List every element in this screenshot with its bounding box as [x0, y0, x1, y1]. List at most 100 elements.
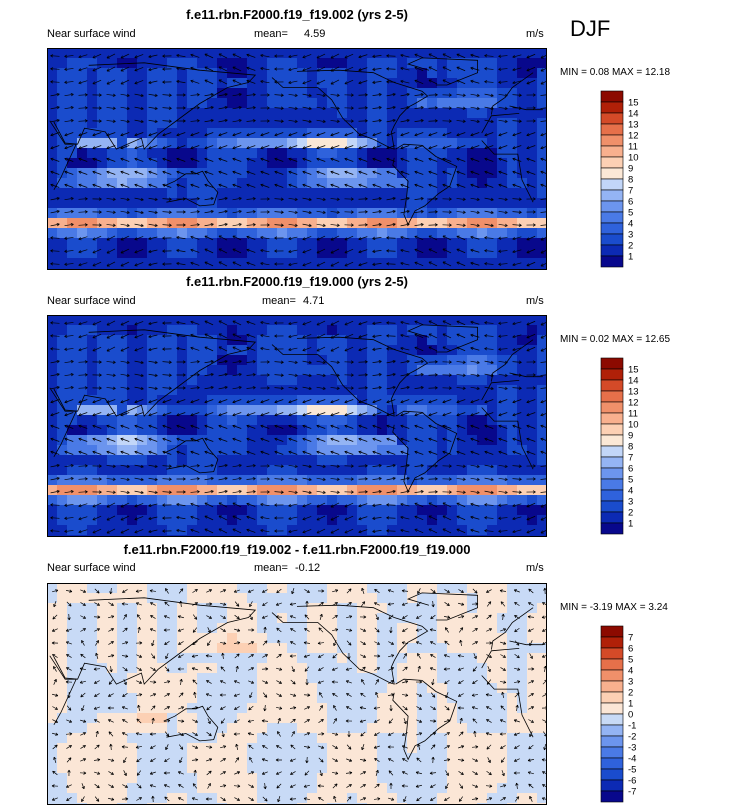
field-cell — [427, 475, 438, 486]
field-cell — [77, 405, 88, 416]
field-cell — [317, 723, 328, 734]
field-cell — [537, 58, 547, 69]
field-cell — [507, 743, 518, 754]
field-cell — [57, 238, 68, 249]
field-cell — [367, 118, 378, 129]
field-cell — [57, 78, 68, 89]
field-cell — [87, 603, 98, 614]
wind-vector — [218, 196, 228, 201]
field-cell — [507, 395, 518, 406]
wind-vector — [134, 67, 144, 72]
wind-vector — [220, 680, 226, 684]
field-cell — [537, 525, 547, 536]
field-cell — [407, 703, 418, 714]
field-cell — [397, 68, 408, 79]
field-cell — [507, 168, 518, 179]
field-cell — [217, 773, 228, 784]
wind-vector — [204, 399, 214, 404]
wind-vector — [288, 360, 298, 364]
field-cell — [267, 753, 278, 764]
field-cell — [127, 613, 138, 624]
field-cell — [317, 345, 328, 356]
wind-vector — [232, 399, 242, 404]
wind-vector — [316, 248, 326, 254]
field-cell — [137, 258, 148, 269]
field-cell — [427, 465, 438, 476]
field-cell — [67, 643, 78, 654]
wind-vector — [333, 640, 337, 647]
field-cell — [307, 68, 318, 79]
wind-vector — [344, 360, 354, 364]
wind-vector — [316, 223, 326, 228]
field-cell — [67, 158, 78, 169]
field-cell — [147, 643, 158, 654]
field-cell — [157, 435, 168, 446]
wind-vector — [274, 119, 284, 123]
field-cell — [377, 315, 388, 326]
wind-vector — [470, 346, 480, 351]
field-cell — [317, 238, 328, 249]
field-cell — [427, 723, 438, 734]
wind-vector — [204, 385, 214, 390]
wind-vector — [232, 528, 242, 534]
field-cell — [57, 405, 68, 416]
wind-vector — [162, 412, 172, 417]
field-cell — [127, 48, 138, 59]
field-cell — [147, 78, 158, 89]
wind-vector — [260, 437, 270, 442]
wind-vector — [204, 424, 214, 429]
field-cell — [387, 375, 398, 386]
field-cell — [317, 325, 328, 336]
field-cell — [167, 773, 178, 784]
field-cell — [137, 138, 148, 149]
field-cell — [327, 228, 338, 239]
field-cell — [207, 68, 218, 79]
field-cell — [537, 148, 547, 159]
wind-vector — [498, 183, 508, 188]
field-cell — [87, 325, 98, 336]
wind-vector — [386, 463, 396, 468]
field-cell — [427, 178, 438, 189]
field-cell — [217, 505, 228, 516]
wind-vector — [191, 654, 199, 658]
field-cell — [377, 355, 388, 366]
wind-vector — [512, 399, 522, 404]
field-cell — [297, 425, 308, 436]
wind-vector — [204, 333, 214, 339]
field-cell — [47, 178, 58, 189]
field-cell — [307, 525, 318, 536]
field-cell — [317, 673, 328, 684]
field-cell — [417, 128, 428, 139]
wind-vector — [386, 385, 396, 390]
field-cell — [327, 118, 338, 129]
field-cell — [217, 643, 228, 654]
wind-vector — [176, 360, 186, 364]
wind-vector — [232, 476, 242, 481]
field-cell — [367, 315, 378, 326]
wind-vector — [162, 347, 172, 351]
field-cell — [417, 753, 428, 764]
field-cell — [57, 248, 68, 259]
field-cell — [307, 623, 318, 634]
field-cell — [447, 435, 458, 446]
field-cell — [527, 158, 538, 169]
field-cell — [207, 395, 218, 406]
wind-vector — [470, 197, 480, 202]
wind-vector — [92, 235, 102, 241]
field-cell — [357, 643, 368, 654]
field-cell — [477, 325, 488, 336]
field-cell — [387, 218, 398, 229]
wind-vector — [218, 235, 228, 241]
field-cell — [267, 108, 278, 119]
field-cell — [237, 603, 248, 614]
field-cell — [437, 693, 448, 704]
wind-vector — [288, 157, 298, 162]
field-cell — [367, 525, 378, 536]
wind-vector — [302, 236, 312, 241]
field-cell — [67, 78, 78, 89]
field-cell — [467, 623, 478, 634]
field-cell — [377, 325, 388, 336]
field-cell — [407, 733, 418, 744]
field-cell — [77, 783, 88, 794]
field-cell — [147, 88, 158, 99]
